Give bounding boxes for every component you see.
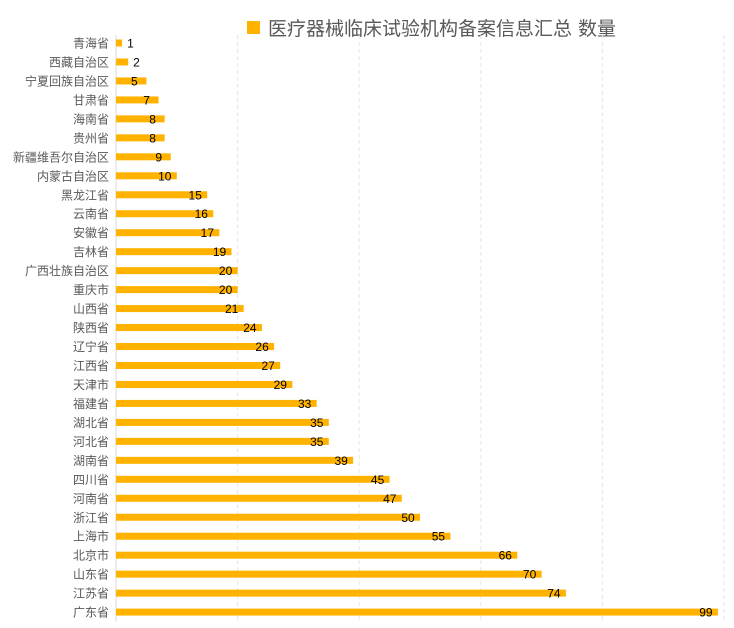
data-label: 29 bbox=[274, 378, 288, 392]
data-label: 8 bbox=[149, 112, 156, 126]
bar bbox=[116, 513, 420, 521]
bar bbox=[116, 39, 123, 47]
bar bbox=[116, 418, 329, 426]
bar bbox=[116, 286, 238, 294]
data-label: 27 bbox=[261, 359, 275, 373]
bar bbox=[116, 324, 262, 332]
bar bbox=[116, 305, 244, 313]
bar bbox=[116, 115, 165, 123]
bar bbox=[116, 570, 542, 578]
data-label: 17 bbox=[201, 226, 215, 240]
data-label: 5 bbox=[131, 74, 138, 88]
data-label: 20 bbox=[219, 264, 233, 278]
bar bbox=[116, 134, 165, 142]
category-label: 新疆维吾尔自治区 bbox=[13, 149, 109, 164]
category-label: 江西省 bbox=[73, 359, 109, 373]
bar bbox=[116, 551, 518, 559]
data-label: 74 bbox=[547, 587, 561, 601]
data-label: 1 bbox=[127, 37, 134, 51]
category-label: 云南省 bbox=[73, 206, 109, 221]
bar bbox=[116, 608, 718, 616]
category-label: 辽宁省 bbox=[73, 339, 109, 354]
data-label: 21 bbox=[225, 302, 239, 316]
category-label: 海南省 bbox=[73, 111, 109, 126]
data-label: 19 bbox=[213, 245, 227, 259]
category-label: 甘肃省 bbox=[73, 93, 109, 107]
category-label: 陕西省 bbox=[73, 320, 109, 335]
data-label: 2 bbox=[133, 55, 140, 69]
category-label: 山西省 bbox=[73, 302, 109, 316]
data-label: 24 bbox=[243, 321, 257, 335]
bar bbox=[116, 267, 238, 275]
bar bbox=[116, 58, 129, 66]
category-label: 湖南省 bbox=[73, 453, 109, 468]
category-label: 四川省 bbox=[73, 473, 109, 487]
category-label: 天津市 bbox=[73, 377, 109, 392]
legend-label: 医疗器械临床试验机构备案信息汇总 数量 bbox=[268, 18, 617, 40]
category-label: 贵州省 bbox=[73, 131, 109, 145]
data-label: 7 bbox=[143, 93, 150, 107]
category-label: 青海省 bbox=[73, 36, 109, 51]
category-label: 山东省 bbox=[73, 568, 109, 582]
bar bbox=[116, 380, 293, 388]
data-label: 15 bbox=[189, 188, 203, 202]
category-label: 河北省 bbox=[73, 435, 109, 449]
chart-legend: 医疗器械临床试验机构备案信息汇总 数量 bbox=[247, 14, 616, 41]
data-label: 10 bbox=[158, 169, 172, 183]
category-label: 安徽省 bbox=[73, 225, 109, 240]
category-label: 黑龙江省 bbox=[61, 188, 109, 202]
category-label: 西藏自治区 bbox=[49, 55, 109, 69]
legend-swatch bbox=[247, 21, 260, 34]
category-label: 北京市 bbox=[73, 548, 109, 563]
bar bbox=[116, 361, 281, 369]
data-label: 39 bbox=[334, 454, 348, 468]
category-label: 吉林省 bbox=[73, 245, 109, 259]
category-label: 河南省 bbox=[73, 491, 109, 506]
bar bbox=[116, 248, 232, 256]
category-label: 广西壮族自治区 bbox=[25, 264, 109, 278]
bar bbox=[116, 229, 220, 237]
data-label: 47 bbox=[383, 492, 397, 506]
bar bbox=[116, 172, 177, 180]
bar bbox=[116, 96, 159, 104]
data-label: 55 bbox=[432, 530, 446, 544]
data-label: 35 bbox=[310, 416, 324, 430]
data-label: 99 bbox=[699, 606, 713, 620]
bar bbox=[116, 210, 214, 218]
bar bbox=[116, 589, 566, 597]
category-label: 江苏省 bbox=[73, 587, 109, 601]
bar bbox=[116, 77, 147, 85]
category-label: 内蒙古自治区 bbox=[37, 168, 109, 183]
bar bbox=[116, 456, 354, 464]
data-label: 35 bbox=[310, 435, 324, 449]
bar bbox=[116, 191, 208, 199]
data-label: 33 bbox=[298, 397, 312, 411]
data-label: 66 bbox=[499, 549, 513, 563]
data-label: 8 bbox=[149, 131, 156, 145]
data-label: 50 bbox=[401, 511, 415, 525]
data-label: 16 bbox=[195, 207, 209, 221]
bar bbox=[116, 153, 171, 161]
bar bbox=[116, 399, 317, 407]
category-label: 广东省 bbox=[73, 606, 109, 620]
category-label: 宁夏回族自治区 bbox=[25, 73, 109, 88]
bar bbox=[116, 494, 402, 502]
category-label: 上海市 bbox=[73, 529, 109, 544]
data-label: 26 bbox=[255, 340, 269, 354]
data-label: 20 bbox=[219, 283, 233, 297]
bar bbox=[116, 343, 275, 351]
category-label: 福建省 bbox=[73, 396, 109, 411]
data-label: 9 bbox=[155, 150, 162, 164]
bar bbox=[116, 437, 329, 445]
category-label: 重庆市 bbox=[73, 282, 109, 297]
data-label: 70 bbox=[523, 568, 537, 582]
bar bbox=[116, 475, 390, 483]
category-label: 湖北省 bbox=[73, 415, 109, 430]
data-label: 45 bbox=[371, 473, 385, 487]
category-label: 浙江省 bbox=[73, 511, 109, 525]
bar bbox=[116, 532, 451, 540]
